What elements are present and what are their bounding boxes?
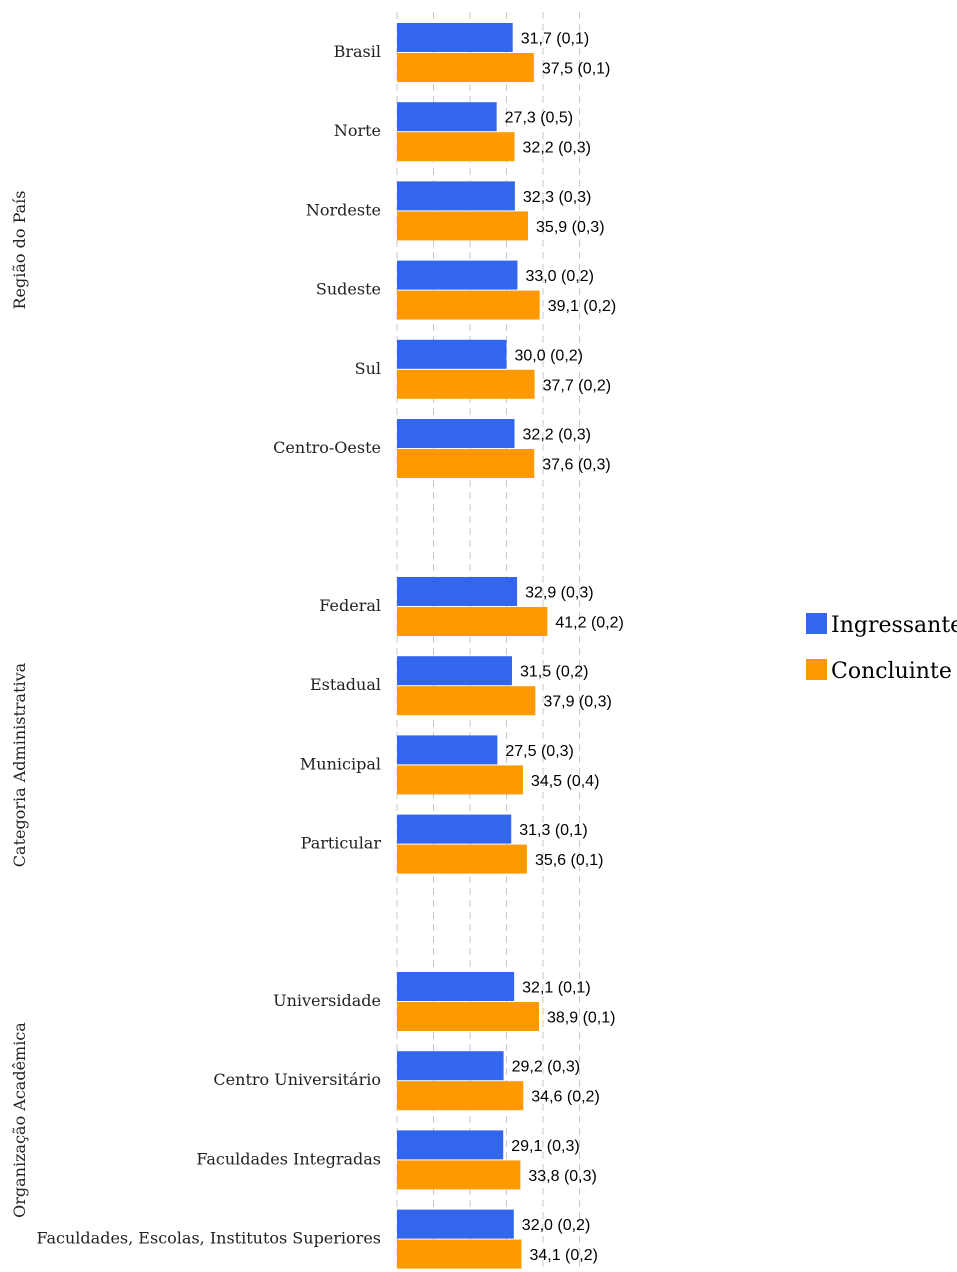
group-label: Região do País <box>10 190 29 309</box>
bar-concluinte <box>397 1239 522 1269</box>
bar-concluinte <box>397 53 534 82</box>
legend-label-concluinte: Concluinte <box>831 659 952 684</box>
bar-concluinte <box>397 369 535 399</box>
bar-ingressante <box>397 260 518 290</box>
data-label: 35,6 (0,1) <box>535 852 603 869</box>
legend: Ingressante Concluinte <box>806 613 957 684</box>
category-label: Sul <box>355 359 381 378</box>
data-label: 31,5 (0,2) <box>520 664 588 681</box>
bar-ingressante <box>397 102 497 132</box>
bar-ingressante <box>397 735 498 765</box>
bar-ingressante <box>397 419 515 448</box>
category-label: Municipal <box>300 754 381 773</box>
legend-swatch-ingressante <box>806 613 827 634</box>
category-label: Sudeste <box>316 280 381 299</box>
data-label: 32,2 (0,3) <box>523 427 591 444</box>
category-label: Norte <box>334 121 381 140</box>
category-label: Particular <box>301 834 382 853</box>
data-label: 37,7 (0,2) <box>543 377 611 394</box>
group-label: Categoria Administrativa <box>10 662 29 867</box>
bar-ingressante <box>397 23 513 52</box>
data-label: 31,7 (0,1) <box>521 31 589 48</box>
bar-ingressante <box>397 814 512 844</box>
data-label: 33,0 (0,2) <box>525 268 593 285</box>
bar-concluinte <box>397 290 540 320</box>
data-label: 32,1 (0,1) <box>522 980 590 997</box>
data-label: 31,3 (0,1) <box>519 822 587 839</box>
category-label: Estadual <box>310 675 381 694</box>
bar-concluinte <box>397 607 548 636</box>
bar-ingressante <box>397 1051 504 1081</box>
bar-ingressante <box>397 656 512 686</box>
data-label: 29,1 (0,3) <box>511 1138 579 1155</box>
category-label: Faculdades, Escolas, Institutos Superior… <box>36 1229 381 1248</box>
bar-ingressante <box>397 339 507 369</box>
category-label: Federal <box>319 596 381 615</box>
data-label: 34,1 (0,2) <box>529 1247 597 1264</box>
category-label: Brasil <box>334 42 381 61</box>
bar-ingressante <box>397 577 518 606</box>
data-label: 39,1 (0,2) <box>548 298 616 315</box>
group-label: Organização Acadêmica <box>10 1022 29 1218</box>
bar-concluinte <box>397 1081 524 1111</box>
data-label: 34,6 (0,2) <box>531 1089 599 1106</box>
category-label: Centro-Oeste <box>273 438 381 457</box>
data-label: 33,8 (0,3) <box>528 1168 596 1185</box>
data-label: 37,5 (0,1) <box>542 61 610 78</box>
bar-ingressante <box>397 1209 514 1239</box>
data-label: 32,3 (0,3) <box>523 189 591 206</box>
data-label: 32,9 (0,3) <box>525 585 593 602</box>
category-label: Nordeste <box>306 200 381 219</box>
bar-concluinte <box>397 132 515 162</box>
bar-concluinte <box>397 686 536 716</box>
data-label: 34,5 (0,4) <box>531 773 599 790</box>
bar-ingressante <box>397 972 515 1001</box>
bar-concluinte <box>397 1002 539 1031</box>
bar-ingressante <box>397 1130 504 1160</box>
data-label: 37,9 (0,3) <box>543 694 611 711</box>
bar-concluinte <box>397 844 527 874</box>
bar-concluinte <box>397 765 523 795</box>
bar-concluinte <box>397 1160 521 1190</box>
category-label: Universidade <box>273 991 381 1010</box>
category-label: Centro Universitário <box>213 1070 381 1089</box>
data-label: 29,2 (0,3) <box>512 1059 580 1076</box>
bar-ingressante <box>397 181 515 211</box>
data-label: 35,9 (0,3) <box>536 219 604 236</box>
bar-concluinte <box>397 211 529 241</box>
data-label: 38,9 (0,1) <box>547 1010 615 1027</box>
category-label: Faculdades Integradas <box>196 1149 381 1168</box>
data-label: 37,6 (0,3) <box>542 457 610 474</box>
bars <box>397 23 548 1269</box>
legend-swatch-concluinte <box>806 659 827 680</box>
labels: Região do País Brasil 31,7 (0,1) 37,5 (0,1)… <box>10 31 624 1265</box>
data-label: 32,0 (0,2) <box>522 1217 590 1234</box>
bar-concluinte <box>397 449 535 478</box>
legend-label-ingressante: Ingressante <box>831 613 957 638</box>
data-label: 41,2 (0,2) <box>555 615 623 632</box>
data-label: 27,3 (0,5) <box>505 110 573 127</box>
data-label: 30,0 (0,2) <box>515 347 583 364</box>
data-label: 27,5 (0,3) <box>505 743 573 760</box>
data-label: 32,2 (0,3) <box>523 140 591 157</box>
